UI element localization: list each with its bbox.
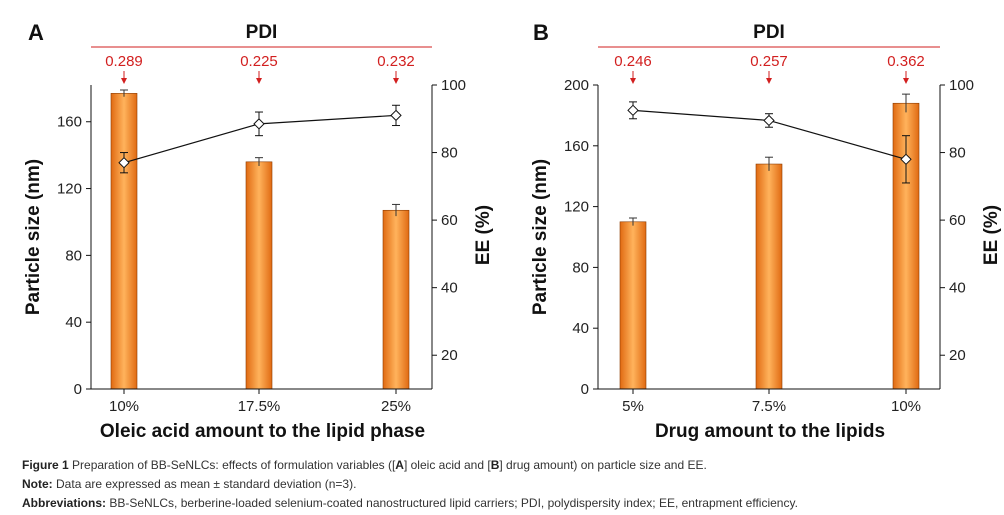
bar [619,221,647,390]
pdi-value: 0.257 [750,53,788,70]
bar [110,93,138,390]
caption-abbreviations: Abbreviations: BB-SeNLCs, berberine-load… [22,494,992,513]
chart-figure: A PDI 0.289 0.225 0.232 0 40 80 120 160 20 40 60 80 10… [23,20,1002,442]
x-tick-label: 10% [891,398,921,415]
caption-abbr-label: Abbreviations: [22,496,107,510]
pdi-arrow-head [766,78,772,84]
x-tick-label: 17.5% [238,398,281,415]
bar [755,163,783,390]
x-axis-label: Drug amount to the lipids [655,421,885,442]
pdi-arrow-head [630,78,636,84]
x-tick-label: 10% [109,398,139,415]
y-tick-label-left: 120 [57,181,82,198]
pdi-value: 0.232 [377,53,415,70]
y-tick-label-left: 120 [564,199,589,216]
bar [382,209,410,390]
y-tick-label-left: 80 [65,247,82,264]
y-tick-label-right: 40 [441,280,458,297]
pdi-value: 0.362 [887,53,925,70]
y-tick-label-left: 200 [564,77,589,94]
caption-text-3: ] drug amount) on particle size and EE. [499,458,707,472]
y-tick-label-right: 60 [949,212,966,229]
pdi-arrow-head [393,78,399,84]
y-tick-label-right: 100 [949,77,974,94]
ee-point [390,109,402,122]
caption-a: A [395,458,404,472]
y-tick-label-left: 80 [572,259,589,276]
pdi-value: 0.246 [614,53,652,70]
panel-label: B [533,20,549,45]
y-tick-label-right: 20 [441,347,458,364]
caption-text-2: ] oleic acid and [ [403,458,491,472]
figure-caption: Figure 1 Preparation of BB-SeNLCs: effec… [22,456,992,513]
y-tick-label-left: 40 [572,320,589,337]
y-tick-label-right: 100 [441,77,466,94]
ee-point [118,156,130,169]
x-tick-label: 5% [622,398,644,415]
caption-b: B [490,458,500,472]
bar [245,161,273,390]
y-tick-label-left: 160 [57,114,82,131]
caption-text-1: Preparation of BB-SeNLCs: effects of for… [72,458,396,472]
x-tick-label: 25% [381,398,411,415]
x-tick-label: 7.5% [752,398,786,415]
y-tick-label-right: 60 [441,212,458,229]
y-axis-label-right: EE (%) [981,205,1002,265]
pdi-title: PDI [246,22,278,43]
y-tick-label-right: 40 [949,280,966,297]
y-tick-label-left: 0 [581,381,589,398]
x-axis-label: Oleic acid amount to the lipid phase [100,421,425,442]
y-axis-label-left: Particle size (nm) [530,159,551,315]
y-tick-label-right: 80 [441,145,458,162]
y-axis-label-right: EE (%) [473,205,494,265]
panel-label: A [28,20,44,45]
pdi-value: 0.225 [240,53,278,70]
caption-note: Note: Data are expressed as mean ± stand… [22,475,992,494]
ee-point [763,114,775,127]
y-tick-label-left: 40 [65,314,82,331]
y-tick-label-right: 80 [949,145,966,162]
pdi-value: 0.289 [105,53,143,70]
pdi-arrow-head [121,78,127,84]
caption-abbr-text: BB-SeNLCs, berberine-loaded selenium-coa… [109,496,798,510]
caption-fig-label: Figure 1 [22,458,69,472]
y-tick-label-left: 0 [74,381,82,398]
pdi-arrow-head [256,78,262,84]
caption-note-text: Data are expressed as mean ± standard de… [56,477,357,491]
y-tick-label-left: 160 [564,138,589,155]
caption-note-label: Note: [22,477,53,491]
ee-point [627,104,639,117]
pdi-arrow-head [903,78,909,84]
ee-point [900,153,912,166]
pdi-title: PDI [753,22,785,43]
y-tick-label-right: 20 [949,347,966,364]
y-axis-label-left: Particle size (nm) [23,159,44,315]
ee-point [253,118,265,130]
caption-main: Figure 1 Preparation of BB-SeNLCs: effec… [22,456,992,475]
